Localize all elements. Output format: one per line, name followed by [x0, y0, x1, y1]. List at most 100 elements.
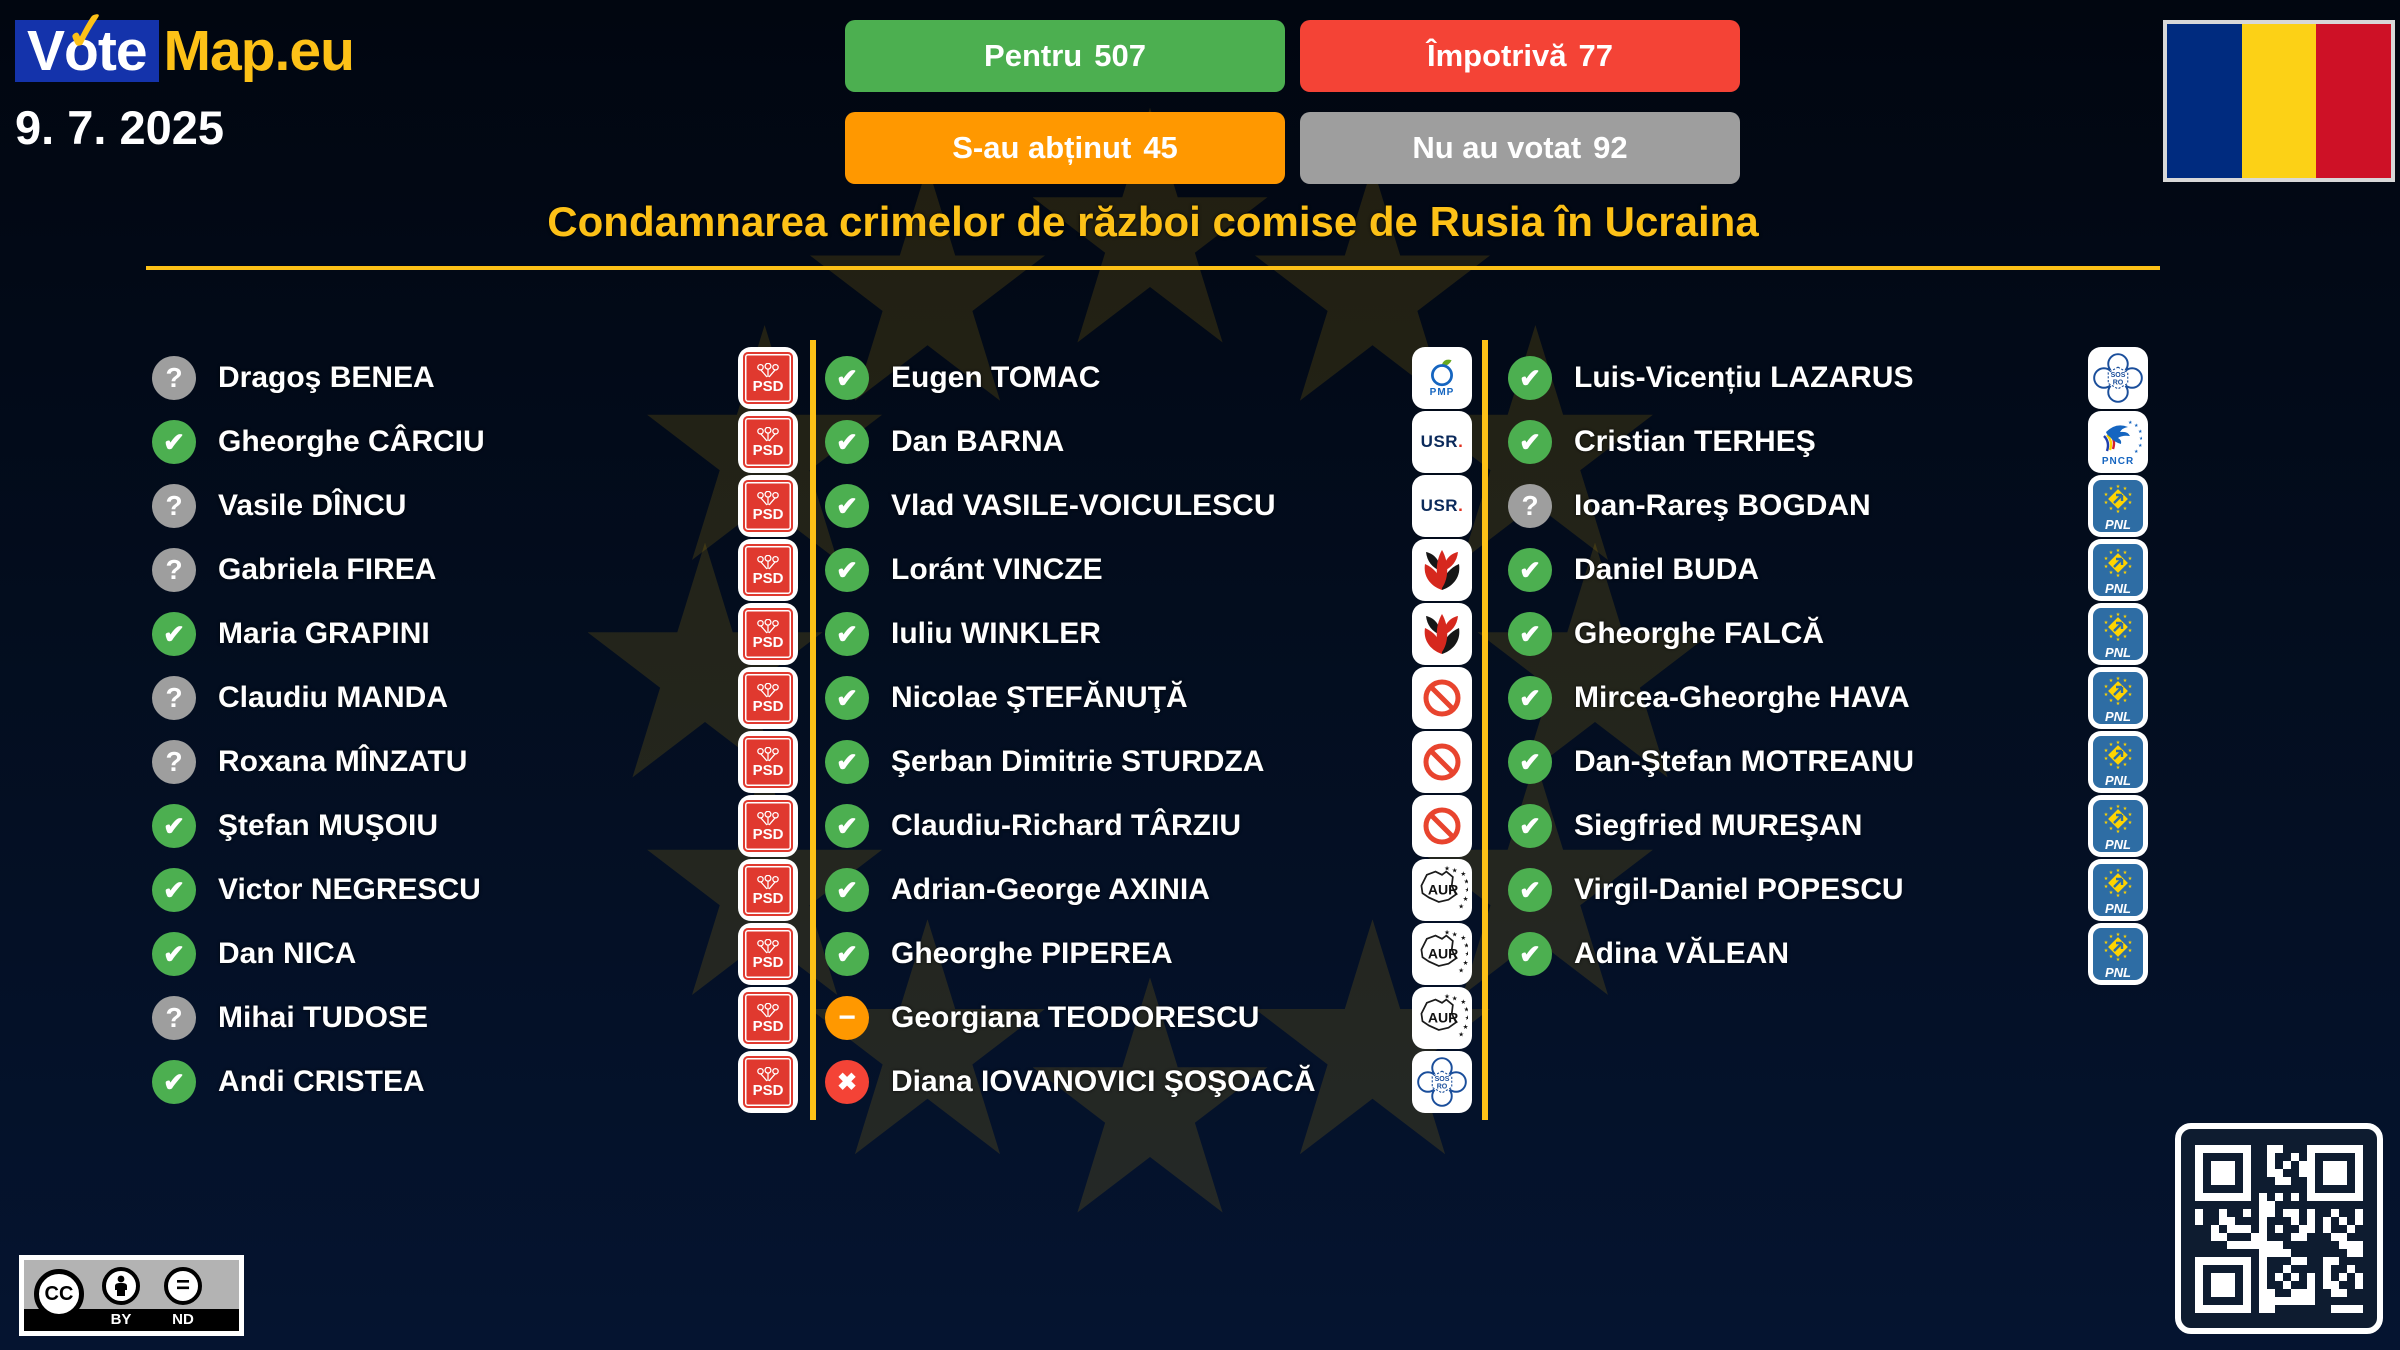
summary-for-button[interactable]: Pentru 507: [845, 20, 1285, 92]
member-row: ✔ Mircea-Gheorghe HAVA ★ ★ ★ ★ ★ ★ ★ ★ ★ ★ PNL: [1508, 666, 2148, 730]
member-name: Vasile DÎNCU: [218, 489, 407, 522]
vote-status-yes-icon: ✔: [1508, 548, 1552, 592]
member-row: ✔ Claudiu-Richard TÂRZIU: [825, 794, 1472, 858]
svg-text:★: ★: [1444, 865, 1450, 873]
party-logo-slot: PSD: [738, 1051, 798, 1113]
party-logo-slot: PSD: [738, 347, 798, 409]
party-logo-slot: [1412, 795, 1472, 857]
member-row: ✔ Victor NEGRESCU PSD: [152, 858, 798, 922]
member-row: ✔ Ştefan MUŞOIU PSD: [152, 794, 798, 858]
vote-status-yes-icon: ✔: [152, 804, 196, 848]
svg-text:★: ★: [2123, 614, 2128, 620]
party-logo-slot: PSD: [738, 411, 798, 473]
no-entry-icon: [1423, 679, 1461, 717]
svg-text:RO: RO: [1437, 1084, 1448, 1091]
vote-status-unknown-icon: ?: [152, 676, 196, 720]
svg-text:★: ★: [2128, 876, 2133, 882]
svg-text:★: ★: [2138, 443, 2142, 449]
member-name: Nicolae ŞTEFĂNUŢĂ: [891, 681, 1188, 714]
cc-by-person-icon: [102, 1267, 140, 1305]
page-title: Condamnarea crimelor de război comise de…: [547, 198, 1759, 245]
vote-status-yes-icon: ✔: [152, 932, 196, 976]
pnl-star-arrow-icon: ★ ★★★ ★★★★ ★★: [2104, 932, 2133, 963]
party-logo-slot: [1412, 667, 1472, 729]
member-name: Dan BARNA: [891, 425, 1065, 458]
svg-text:★: ★: [1452, 995, 1458, 1003]
party-logo-psd: PSD: [738, 859, 798, 921]
party-logo-slot: USR.: [1412, 475, 1472, 537]
vote-status-yes-icon: ✔: [825, 548, 869, 592]
party-logo-psd: PSD: [738, 539, 798, 601]
pnl-star-arrow-icon: ★ ★★★ ★★★★ ★★: [2104, 740, 2133, 771]
party-logo-slot: AUR ★★ ★★ ★★ ★: [1412, 923, 1472, 985]
svg-text:AUR: AUR: [1428, 945, 1459, 961]
member-name: Dan NICA: [218, 937, 357, 970]
member-name: Loránt VINCZE: [891, 553, 1103, 586]
party-logo-aur: AUR ★★ ★★ ★★ ★: [1412, 987, 1472, 1049]
svg-text:★: ★: [2104, 884, 2109, 890]
member-row: ? Roxana MÎNZATU PSD: [152, 730, 798, 794]
abstain-count: 45: [1143, 130, 1178, 165]
party-logo-slot: AUR ★★ ★★ ★★ ★: [1412, 859, 1472, 921]
vote-status-yes-icon: ✔: [1508, 676, 1552, 720]
svg-text:★: ★: [2138, 429, 2142, 435]
member-name: Cristian TERHEŞ: [1574, 425, 1816, 458]
svg-text:★: ★: [2134, 423, 2139, 429]
svg-text:★: ★: [2109, 742, 2114, 748]
vote-status-abstain-icon: −: [825, 996, 869, 1040]
member-row: ? Claudiu MANDA PSD: [152, 666, 798, 730]
against-count: 77: [1578, 38, 1613, 73]
member-name: Siegfried MUREŞAN: [1574, 809, 1863, 842]
svg-text:★: ★: [2116, 612, 2121, 618]
svg-text:★: ★: [2104, 940, 2109, 946]
qr-code: [2175, 1123, 2383, 1334]
svg-text:★: ★: [2104, 820, 2109, 826]
svg-text:★: ★: [2109, 570, 2114, 576]
svg-text:★: ★: [1465, 950, 1468, 958]
member-row: ✔Adrian-George AXINIA AUR ★★ ★★ ★★ ★: [825, 858, 1472, 922]
svg-text:★: ★: [2109, 762, 2114, 768]
psd-roses-icon: [757, 618, 779, 633]
svg-text:★: ★: [2128, 820, 2133, 826]
checkmark-icon: ✓: [62, 0, 111, 64]
svg-text:★: ★: [2116, 509, 2121, 515]
summary-against-button[interactable]: Împotrivă 77: [1300, 20, 1740, 92]
party-logo-slot: PSD: [738, 795, 798, 857]
party-logo-slot: PSD: [738, 859, 798, 921]
svg-text:★: ★: [2116, 676, 2121, 682]
pnl-star-arrow-icon: ★ ★★★ ★★★★ ★★: [2104, 804, 2133, 835]
member-row: ✔ Cristian TERHEŞ ★ ★ ★ ★ ★ ★ PNCR: [1508, 410, 2148, 474]
party-logo-slot: PSD: [738, 475, 798, 537]
member-name: Maria GRAPINI: [218, 617, 430, 650]
svg-text:★: ★: [2128, 684, 2133, 690]
party-logo-slot: ★ ★ ★ ★ ★ ★ ★ ★ ★ ★ PNL: [2088, 859, 2148, 921]
vote-status-unknown-icon: ?: [152, 484, 196, 528]
svg-text:★: ★: [2123, 870, 2128, 876]
vote-status-yes-icon: ✔: [152, 420, 196, 464]
party-logo-slot: ★ ★ ★ ★ ★ ★ ★ ★ ★ ★ PNL: [2088, 667, 2148, 729]
member-name: Adina VĂLEAN: [1574, 937, 1790, 970]
member-name: Virgil-Daniel POPESCU: [1574, 873, 1904, 906]
vote-status-yes-icon: ✔: [825, 420, 869, 464]
member-name: Andi CRISTEA: [218, 1065, 425, 1098]
member-row: ? Dragoş BENEA PSD: [152, 346, 798, 410]
svg-text:★: ★: [1460, 934, 1466, 942]
psd-roses-icon: [757, 426, 779, 441]
svg-text:★: ★: [2123, 570, 2128, 576]
svg-text:AUR: AUR: [1428, 881, 1459, 897]
party-logo-slot: [1412, 603, 1472, 665]
cc-license-badge: CC = BY ND: [19, 1255, 244, 1336]
member-row: ✔ Daniel BUDA ★ ★ ★ ★ ★ ★ ★ ★ ★ ★ PNL: [1508, 538, 2148, 602]
party-logo-usr: USR.: [1412, 475, 1472, 537]
svg-text:★: ★: [1464, 942, 1468, 950]
svg-text:★: ★: [2134, 449, 2139, 455]
svg-text:★: ★: [2123, 934, 2128, 940]
psd-roses-icon: [757, 682, 779, 697]
svg-text:★: ★: [2116, 868, 2121, 874]
svg-text:★: ★: [2128, 940, 2133, 946]
cc-icon: CC: [34, 1269, 84, 1319]
party-logo-slot: [1412, 539, 1472, 601]
summary-novote-button[interactable]: Nu au votat 92: [1300, 112, 1740, 184]
summary-abstain-button[interactable]: S-au abținut 45: [845, 112, 1285, 184]
